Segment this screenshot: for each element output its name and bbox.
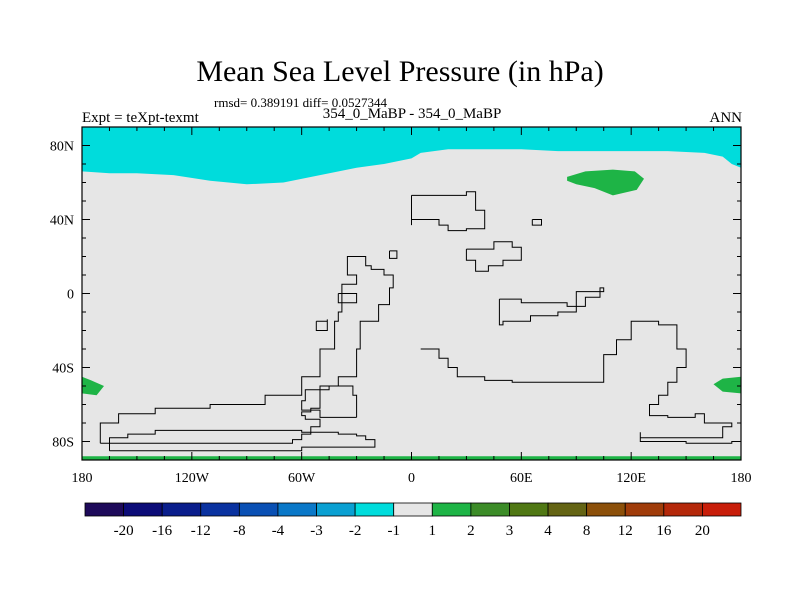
colorbar-swatch	[200, 502, 240, 517]
x-tick-label: 120W	[175, 471, 210, 486]
stats-label: rmsd= 0.389191 diff= 0.0527344	[214, 95, 387, 110]
map-layer	[82, 127, 742, 460]
colorbar-label: 8	[583, 523, 591, 539]
colorbar-label: 12	[618, 523, 633, 539]
y-tick-label: 80S	[52, 436, 74, 451]
y-tick-label: 40S	[52, 362, 74, 377]
season-label: ANN	[709, 110, 743, 126]
colorbar-label: -1	[387, 523, 400, 539]
coastline-1	[99, 256, 394, 444]
coastline-3	[420, 320, 742, 444]
colorbar-swatch	[431, 502, 472, 517]
colorbar-label: -16	[152, 523, 172, 539]
colorbar-label: -8	[233, 523, 246, 539]
colorbar-label: -20	[114, 523, 134, 539]
colorbar-swatch	[663, 502, 703, 517]
colorbar-swatch	[470, 502, 510, 517]
colorbar-swatch	[161, 502, 202, 517]
x-tick-label: 60W	[288, 471, 316, 486]
colorbar-label: 16	[656, 523, 672, 539]
coastline-9	[531, 219, 542, 226]
colorbar-swatch	[393, 502, 433, 517]
x-tick-label: 0	[408, 471, 415, 486]
x-tick-label: 180	[72, 471, 93, 486]
y-tick-label: 0	[67, 288, 74, 303]
colorbar-label: 2	[467, 523, 475, 539]
colorbar-label: -3	[310, 523, 323, 539]
x-tick-label: 60E	[510, 471, 533, 486]
x-tick-label: 120E	[616, 471, 646, 486]
colorbar-label: 20	[695, 523, 710, 539]
colorbar-label: -2	[349, 523, 362, 539]
colorbar-swatch	[509, 502, 549, 517]
colorbar-swatch	[123, 502, 163, 517]
x-tick-label: 180	[731, 471, 752, 486]
chart-title: Mean Sea Level Pressure (in hPa)	[196, 55, 604, 88]
fill-region-south-pacific-west-anomaly	[82, 376, 104, 396]
center-label: 354_0_MaBP - 354_0_MaBP	[322, 106, 502, 122]
colorbar-swatch	[316, 502, 356, 517]
fill-region-siberia-anomaly	[567, 169, 644, 196]
colorbar-swatch	[238, 502, 279, 517]
colorbar-label: 1	[429, 523, 437, 539]
colorbar-label: 3	[506, 523, 514, 539]
axes-layer: 180 120W 60W 0 60E 120E 180 80N 40N 0 40S 80S	[50, 126, 752, 486]
coastline-0	[109, 429, 376, 452]
experiment-label: Expt = teXpt-texmt	[82, 110, 199, 126]
coastline-4	[498, 287, 605, 326]
colorbar-swatch	[624, 502, 665, 517]
coastline-7	[337, 293, 358, 304]
fill-region-south-pacific-east-anomaly	[713, 376, 741, 394]
coastline-10	[389, 250, 398, 259]
colorbar-swatch	[547, 502, 588, 517]
coastline-6	[465, 241, 522, 272]
coastline-5	[411, 191, 486, 232]
fill-region-arctic-band	[82, 127, 741, 185]
y-tick-label: 40N	[50, 214, 74, 229]
colorbar-swatch	[586, 502, 626, 517]
colorbar-label: -12	[191, 523, 211, 539]
y-tick-label: 80N	[50, 140, 74, 155]
coastline-8	[315, 319, 328, 331]
colorbar-swatch	[702, 502, 742, 517]
colorbar-label: -4	[272, 523, 285, 539]
colorbar-swatch	[354, 502, 395, 517]
colorbar: -20 -16 -12 -8 -4 -3 -2 -1 1 2 3 4 8 12 16 20	[84, 502, 742, 539]
map-background	[82, 127, 741, 460]
colorbar-swatch	[277, 502, 317, 517]
colorbar-label: 4	[544, 523, 552, 539]
coastline-2	[301, 385, 358, 418]
colorbar-swatch	[84, 502, 124, 517]
